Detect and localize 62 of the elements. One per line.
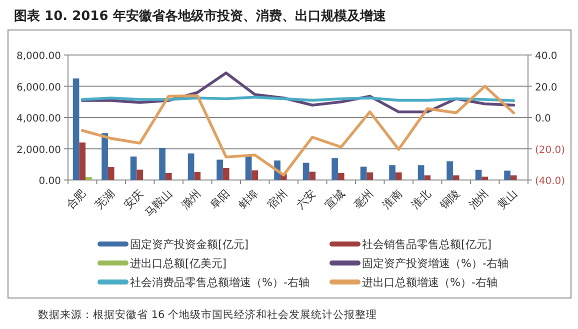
bar (216, 160, 223, 180)
source-note: 数据来源：根据安徽省 16 个地级市国民经济和社会发展统计公报整理 (38, 308, 378, 321)
y2-tick-label: 40.0 (535, 51, 558, 62)
legend-label: 进出口总额增速（%）-右轴 (362, 276, 498, 289)
x-tick-label: 宣城 (322, 186, 348, 212)
x-tick-label: 淮北 (408, 186, 434, 212)
x-tick-label: 黄山 (495, 186, 520, 212)
bar (102, 133, 108, 180)
bar (395, 172, 402, 180)
legend-label: 社会消费品零售总额增速（%）-右轴 (130, 276, 310, 289)
x-tick-label: 亳州 (351, 186, 376, 212)
y2-tick-label: 0.0 (535, 114, 551, 124)
bar (475, 170, 482, 180)
x-tick-label: 阜阳 (208, 186, 232, 212)
y-tick-label: 6,000.00 (16, 82, 61, 94)
legend-label: 进出口总额[亿美元] (130, 257, 227, 270)
bar (309, 172, 316, 180)
bar (108, 167, 114, 180)
bar (332, 158, 338, 180)
bar (159, 148, 166, 180)
x-tick-label: 芜湖 (92, 186, 118, 212)
y-tick-label: 0.00 (38, 176, 61, 187)
bar (366, 172, 374, 180)
bar (222, 168, 230, 180)
bar (424, 175, 431, 180)
bar (338, 172, 344, 180)
y2-tick-label: (40.0) (535, 176, 566, 187)
bar (504, 170, 510, 180)
bar (389, 165, 396, 180)
bar (302, 162, 310, 180)
x-tick-label: 铜陵 (436, 186, 462, 212)
bar (136, 170, 144, 180)
bar (130, 156, 137, 180)
bar (188, 153, 194, 180)
bar (79, 142, 86, 180)
bar (245, 156, 252, 180)
y2-tick-label: 20.0 (535, 82, 558, 94)
x-tick-label: 淮南 (380, 186, 405, 212)
bar (510, 175, 517, 180)
x-tick-label: 滁州 (178, 186, 204, 212)
x-tick-label: 宿州 (265, 186, 290, 212)
y-tick-label: 8,000.00 (16, 51, 61, 62)
bar (252, 170, 258, 180)
bar (72, 78, 80, 180)
x-tick-label: 蚌埠 (236, 186, 261, 212)
y-tick-label: 2,000.00 (16, 144, 61, 156)
x-tick-label: 六安 (294, 186, 318, 212)
y2-tick-label: (20.0) (535, 144, 566, 156)
chart-title: 图表 10. 2016 年安徽省各地级市投资、消费、出口规模及增速 (14, 8, 387, 24)
legend-label: 固定资产投资金额[亿元] (130, 238, 249, 251)
bar (194, 172, 201, 180)
legend-label: 社会销售品零售总额[亿元] (362, 238, 492, 251)
bar (165, 172, 172, 180)
x-tick-label: 池州 (466, 186, 491, 212)
bar (482, 176, 488, 180)
bar (452, 175, 460, 180)
x-tick-label: 合肥 (64, 186, 88, 212)
y-tick-label: 4,000.00 (16, 114, 61, 124)
bar (446, 161, 453, 180)
bar (418, 165, 424, 180)
legend-label: 固定资产投资增速（%）-右轴 (362, 257, 508, 270)
bar (360, 166, 367, 180)
